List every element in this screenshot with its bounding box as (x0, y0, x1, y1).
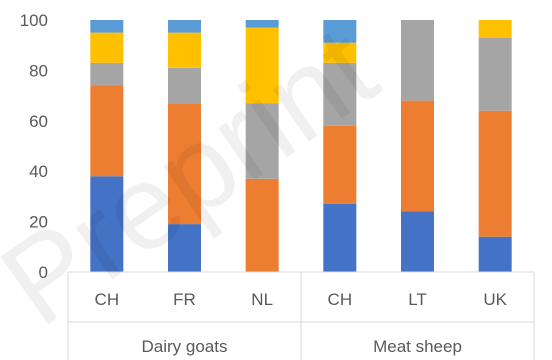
bar-segment (478, 110, 512, 237)
bar-segment (168, 32, 201, 68)
bar-segment (168, 224, 201, 272)
bar-segment (401, 100, 434, 212)
bar-segment (478, 236, 512, 272)
bar-segment (245, 20, 279, 28)
bar-segment (168, 67, 201, 104)
x-tick-label: UK (483, 290, 507, 309)
x-group-label: Meat sheep (373, 337, 462, 356)
x-axis: CH FR NL CH LT UK Dairy goats Meat sheep (67, 271, 535, 360)
x-tick-label: LT (408, 290, 427, 309)
y-tick-label: 80 (29, 61, 48, 80)
bar-segment (90, 62, 124, 86)
bar-segment (90, 85, 124, 177)
y-axis: 0 20 40 60 80 100 (20, 11, 48, 282)
bar-segment (478, 37, 512, 111)
y-tick-label: 0 (39, 263, 48, 282)
x-tick-label: CH (328, 290, 353, 309)
bar-segment (90, 176, 124, 272)
y-tick-label: 40 (29, 162, 48, 181)
bar-segment (323, 62, 357, 126)
bar-segment (323, 42, 357, 63)
y-tick-label: 20 (29, 213, 48, 232)
bar-segment (245, 178, 279, 272)
x-tick-label: NL (251, 290, 273, 309)
bar-segment (245, 27, 279, 104)
bar-segment (478, 20, 512, 38)
bar-segment (90, 32, 124, 63)
y-tick-label: 100 (20, 11, 48, 30)
bar-segment (323, 203, 357, 272)
bar-segment (168, 20, 201, 33)
bar-segment (401, 211, 434, 272)
x-tick-label: FR (173, 290, 196, 309)
bars (90, 20, 512, 272)
x-group-label: Dairy goats (142, 337, 228, 356)
bar-segment (323, 20, 357, 43)
y-tick-label: 60 (29, 112, 48, 131)
bar-segment (401, 20, 434, 101)
bar-segment (168, 103, 201, 225)
bar-segment (245, 103, 279, 179)
x-tick-label: CH (95, 290, 120, 309)
bar-segment (323, 125, 357, 204)
bar-segment (90, 20, 124, 33)
